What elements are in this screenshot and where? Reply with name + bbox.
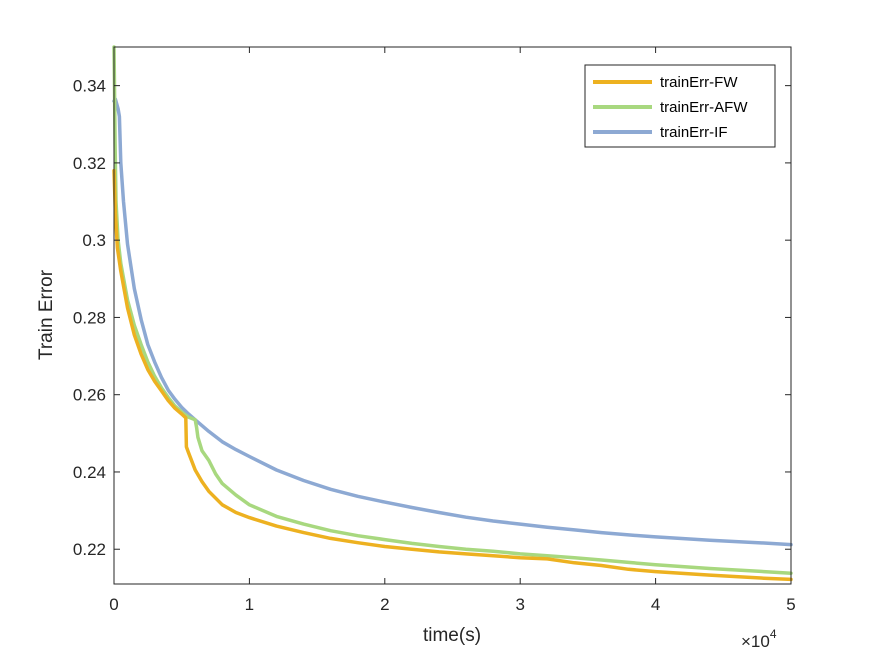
x-exponent-base: ×10: [741, 632, 770, 651]
series-line-trainErr-FW: [112, 168, 793, 582]
x-exponent-label: ×104: [741, 627, 777, 651]
legend-label: trainErr-AFW: [660, 99, 748, 116]
series-layer: [112, 45, 793, 582]
y-tick-label: 0.32: [73, 154, 106, 173]
x-axis-label: time(s): [423, 625, 481, 646]
y-tick-label: 0.22: [73, 540, 106, 559]
y-tick-label: 0.26: [73, 386, 106, 405]
legend: trainErr-FW trainErr-AFW trainErr-IF: [584, 64, 776, 148]
x-tick-label: 1: [245, 595, 254, 614]
y-tick-label: 0.28: [73, 308, 106, 327]
legend-label: trainErr-IF: [660, 124, 728, 141]
x-tick-label: 0: [109, 595, 118, 614]
x-tick-label: 3: [515, 595, 524, 614]
y-tick-label: 0.3: [82, 231, 106, 250]
series-line-trainErr-IF: [112, 97, 793, 547]
tick-layer: 0 1 2 3 4 5 0.22 0.24 0.26 0.28 0.3 0.32 0.34: [73, 47, 796, 614]
y-axis-label: Train Error: [36, 269, 57, 360]
x-exponent-power: 4: [770, 627, 777, 641]
series-line-trainErr-AFW: [112, 45, 793, 575]
x-tick-label: 4: [651, 595, 660, 614]
x-tick-label: 2: [380, 595, 389, 614]
x-tick-label: 5: [786, 595, 795, 614]
axes-box: [113, 46, 792, 585]
legend-label: trainErr-FW: [660, 74, 738, 91]
y-tick-label: 0.24: [73, 463, 106, 482]
y-tick-label: 0.34: [73, 77, 106, 96]
